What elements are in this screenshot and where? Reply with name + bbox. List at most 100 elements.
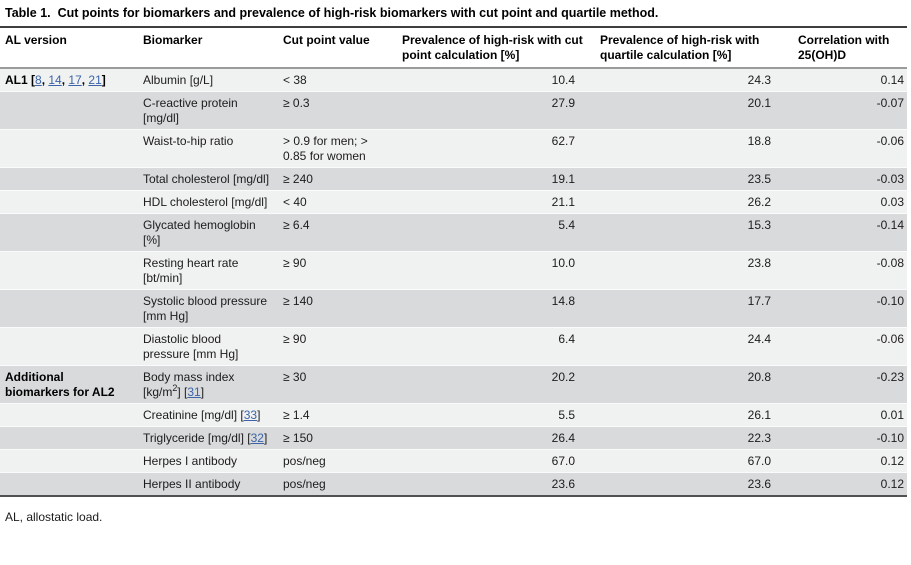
prevalence-quartile-cell: 26.1: [747, 408, 771, 422]
text-segment: Resting heart rate [bt/min]: [143, 256, 239, 285]
al-version-cell: [0, 473, 143, 497]
text-segment: Triglyceride [mg/dl] [: [143, 431, 251, 445]
reference-link[interactable]: 21: [88, 73, 102, 87]
prevalence-quartile-cell: 23.6: [747, 477, 771, 491]
biomarker-cell: Herpes I antibody: [143, 450, 283, 473]
text-segment: ,: [81, 73, 89, 87]
table-row: Total cholesterol [mg/dl] ≥ 240 19.1 23.5 -0…: [0, 167, 907, 191]
text-segment: Additional biomarkers for AL2: [5, 370, 115, 399]
table-row: Waist-to-hip ratio > 0.9 for men; > 0.85 …: [0, 129, 907, 168]
prevalence-quartile-cell: 17.7: [747, 294, 771, 308]
correlation-25ohd-cell: -0.06: [876, 134, 904, 148]
prevalence-cut-point-cell: 5.4: [558, 218, 575, 232]
cut-point-value-cell: ≥ 6.4: [283, 218, 310, 232]
text-segment: Waist-to-hip ratio: [143, 134, 234, 148]
prevalence-quartile-cell: 18.8: [747, 134, 771, 148]
reference-link[interactable]: 8: [35, 73, 42, 87]
al-version-cell: [0, 130, 143, 168]
al-version-cell: [0, 252, 143, 290]
correlation-25ohd-cell: 0.12: [880, 454, 904, 468]
text-segment: Diastolic blood pressure [mm Hg]: [143, 332, 239, 361]
cut-point-value-cell: ≥ 90: [283, 256, 307, 270]
text-segment: ]: [200, 385, 205, 399]
prevalence-quartile-cell: 23.8: [747, 256, 771, 270]
column-header-cut-point-value: Cut point value: [283, 27, 402, 69]
cut-point-value-cell: ≥ 150: [283, 431, 313, 445]
table-footnote: AL, allostatic load.: [5, 510, 103, 524]
al-version-cell: [0, 214, 143, 252]
text-segment: Systolic blood pressure [mm Hg]: [143, 294, 268, 323]
reference-link[interactable]: 33: [243, 408, 258, 422]
table-row: C-reactive protein [mg/dl] ≥ 0.3 27.9 20.1 -…: [0, 91, 907, 130]
table-header-row: AL version Biomarker Cut point value Pre…: [0, 27, 907, 69]
cut-point-value-cell: ≥ 90: [283, 332, 307, 346]
cut-point-value-cell: ≥ 0.3: [283, 96, 310, 110]
cut-point-value-cell: ≥ 140: [283, 294, 313, 308]
prevalence-quartile-cell: 22.3: [747, 431, 771, 445]
correlation-25ohd-cell: 0.01: [880, 408, 904, 422]
table-row: Glycated hemoglobin [%] ≥ 6.4 5.4 15.3 -0.14: [0, 213, 907, 252]
biomarker-cell: Triglyceride [mg/dl] [32]: [143, 427, 283, 450]
correlation-25ohd-cell: -0.06: [876, 332, 904, 346]
column-header-biomarker: Biomarker: [143, 27, 283, 69]
text-segment: HDL cholesterol [mg/dl]: [143, 195, 268, 209]
text-segment: ,: [41, 73, 49, 87]
reference-link[interactable]: 14: [48, 73, 62, 87]
cut-point-value-cell: < 40: [283, 195, 307, 209]
text-segment: Body mass index [kg/m: [143, 370, 235, 399]
reference-link[interactable]: 32: [250, 431, 264, 445]
prevalence-cut-point-cell: 14.8: [551, 294, 575, 308]
prevalence-quartile-cell: 26.2: [747, 195, 771, 209]
column-header-correlation-25ohd: Correlation with 25(OH)D: [798, 27, 907, 69]
al-version-cell: [0, 404, 143, 427]
table-row: Resting heart rate [bt/min] ≥ 90 10.0 23.8 -…: [0, 251, 907, 290]
text-segment: ]: [263, 431, 268, 445]
al-version-cell: [0, 290, 143, 328]
correlation-25ohd-cell: -0.14: [876, 218, 904, 232]
table-row: Systolic blood pressure [mm Hg] ≥ 140 14.8…: [0, 289, 907, 328]
al-version-cell: [0, 92, 143, 130]
text-segment: Creatinine [mg/dl] [: [143, 408, 244, 422]
prevalence-cut-point-cell: 23.6: [551, 477, 575, 491]
reference-link[interactable]: 17: [68, 73, 82, 87]
prevalence-quartile-cell: 15.3: [747, 218, 771, 232]
text-segment: ,: [61, 73, 69, 87]
table-body: AL1 [8, 14, 17, 21] Albumin [g/L] < 38 10.4…: [0, 68, 907, 496]
correlation-25ohd-cell: -0.08: [876, 256, 904, 270]
table-row: Additional biomarkers for AL2 Body mass i…: [0, 365, 907, 404]
cut-point-value-cell: > 0.9 for men; > 0.85 for women: [283, 134, 368, 163]
column-header-al-version: AL version: [0, 27, 143, 69]
table-row: Triglyceride [mg/dl] [32] ≥ 150 26.4 22.3 -0…: [0, 426, 907, 450]
reference-link[interactable]: 31: [187, 385, 201, 399]
prevalence-quartile-cell: 67.0: [747, 454, 771, 468]
biomarker-cell: Creatinine [mg/dl] [33]: [143, 404, 283, 427]
al-version-cell: [0, 191, 143, 214]
text-segment: Total cholesterol [mg/dl]: [143, 172, 270, 186]
cut-point-value-cell: < 38: [283, 73, 307, 87]
text-segment: Herpes I antibody: [143, 454, 238, 468]
al-version-cell: AL1 [8, 14, 17, 21]: [0, 68, 143, 92]
biomarker-cell: C-reactive protein [mg/dl]: [143, 92, 283, 130]
table-row: Herpes II antibody pos/neg 23.6 23.6 0.12: [0, 472, 907, 497]
biomarker-cell: Total cholesterol [mg/dl]: [143, 168, 283, 191]
biomarker-cell: HDL cholesterol [mg/dl]: [143, 191, 283, 214]
text-segment: C-reactive protein [mg/dl]: [143, 96, 238, 125]
table-row: AL1 [8, 14, 17, 21] Albumin [g/L] < 38 10.4…: [0, 68, 907, 92]
prevalence-cut-point-cell: 67.0: [551, 454, 575, 468]
prevalence-cut-point-cell: 19.1: [551, 172, 575, 186]
prevalence-cut-point-cell: 20.2: [551, 370, 575, 384]
prevalence-cut-point-cell: 10.0: [551, 256, 575, 270]
text-segment: AL1 [: [5, 73, 35, 87]
correlation-25ohd-cell: 0.12: [880, 477, 904, 491]
prevalence-quartile-cell: 24.4: [747, 332, 771, 346]
table-row: HDL cholesterol [mg/dl] < 40 21.1 26.2 0.03: [0, 190, 907, 214]
prevalence-cut-point-cell: 62.7: [551, 134, 575, 148]
column-header-prevalence-cut-point: Prevalence of high-risk with cut point c…: [402, 27, 600, 69]
prevalence-cut-point-cell: 6.4: [558, 332, 575, 346]
biomarker-cell: Body mass index [kg/m2] [31]: [143, 366, 283, 404]
table-title: Table 1. Cut points for biomarkers and p…: [5, 6, 659, 20]
biomarker-cell: Diastolic blood pressure [mm Hg]: [143, 328, 283, 366]
text-segment: ] [: [177, 385, 188, 399]
correlation-25ohd-cell: -0.10: [876, 431, 904, 445]
table-row: Herpes I antibody pos/neg 67.0 67.0 0.12: [0, 449, 907, 473]
